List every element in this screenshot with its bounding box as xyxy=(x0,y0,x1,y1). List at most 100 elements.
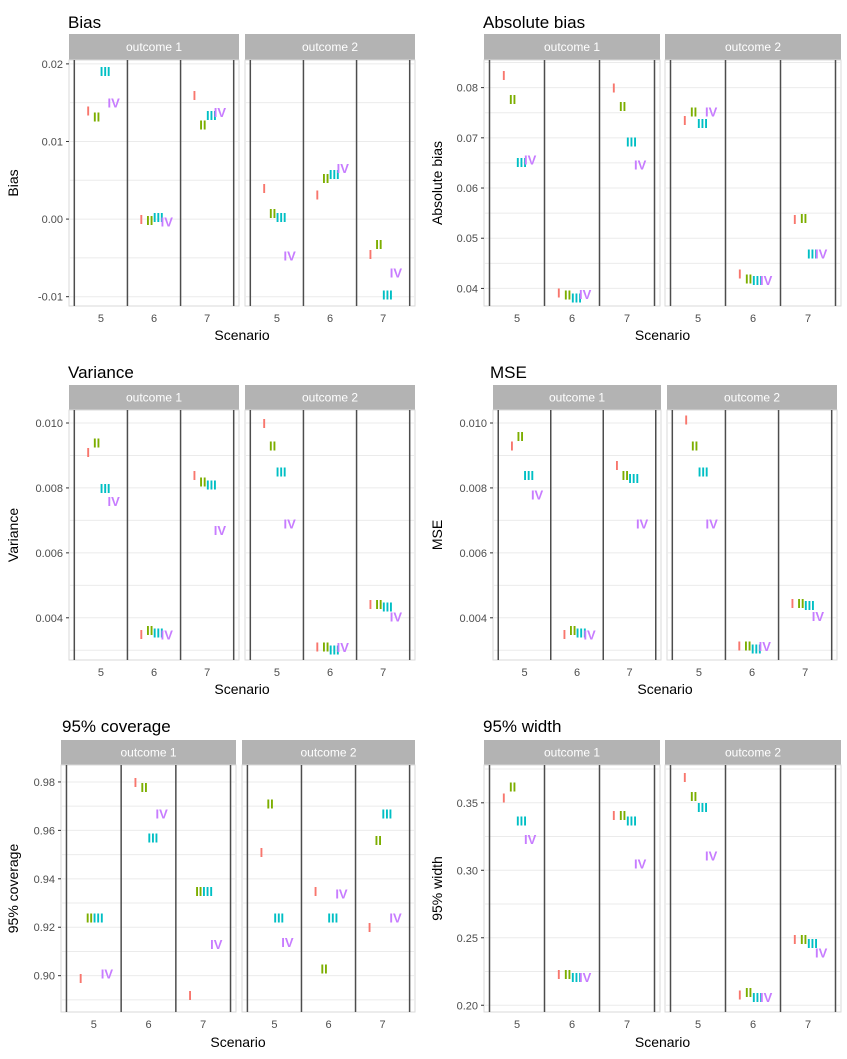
data-point-III: III xyxy=(698,465,709,480)
x-tick-label: 5 xyxy=(274,313,280,325)
data-point-III: III xyxy=(381,806,392,821)
data-point-II: II xyxy=(745,271,752,286)
y-tick-label: 0.05 xyxy=(457,233,478,245)
x-tick-label: 5 xyxy=(98,667,104,679)
x-tick-label: 7 xyxy=(204,667,210,679)
data-point-II: II xyxy=(375,833,382,848)
facet-strip-label: outcome 2 xyxy=(724,391,780,405)
x-tick-label: 7 xyxy=(380,667,386,679)
x-tick-label: 5 xyxy=(274,667,280,679)
data-point-II: II xyxy=(322,171,329,186)
x-tick-label: 6 xyxy=(569,313,575,325)
data-point-III: III xyxy=(206,108,217,123)
data-point-II: II xyxy=(800,211,807,226)
x-tick-label: 7 xyxy=(380,1019,386,1031)
x-axis-title: Scenario xyxy=(214,681,269,697)
facet-strip-label: outcome 1 xyxy=(126,40,182,54)
y-tick-label: 0.96 xyxy=(34,825,55,837)
data-point-III: III xyxy=(752,990,763,1005)
facet-background xyxy=(68,59,240,307)
data-point-I: I xyxy=(139,627,143,642)
data-point-I: I xyxy=(510,439,514,454)
facet-strip-label: outcome 1 xyxy=(544,40,600,54)
data-point-I: I xyxy=(369,597,373,612)
data-point-II: II xyxy=(146,213,153,228)
x-tick-label: 7 xyxy=(624,1019,630,1031)
data-point-III: III xyxy=(276,465,287,480)
facet-strip xyxy=(667,385,837,410)
data-point-IV: IV xyxy=(283,517,296,532)
y-axis-title: 95% coverage xyxy=(5,844,21,934)
data-point-II: II xyxy=(509,780,516,795)
facet-background xyxy=(244,409,416,661)
data-point-I: I xyxy=(262,181,266,196)
x-tick-label: 7 xyxy=(200,1019,206,1031)
facet-background xyxy=(483,764,661,1013)
panel-title: 95% width xyxy=(483,717,561,736)
data-point-I: I xyxy=(738,266,742,281)
x-tick-label: 5 xyxy=(514,313,520,325)
y-axis-title: MSE xyxy=(429,520,445,550)
facet-strip-label: outcome 2 xyxy=(302,391,358,405)
data-point-III: III xyxy=(697,800,708,815)
y-tick-label: 0.20 xyxy=(457,1000,478,1012)
x-tick-label: 5 xyxy=(98,313,104,325)
x-tick-label: 7 xyxy=(802,667,808,679)
data-point-IV: IV xyxy=(531,487,544,502)
data-point-III: III xyxy=(202,884,213,899)
data-point-II: II xyxy=(146,623,153,638)
data-point-II: II xyxy=(517,429,524,444)
data-point-I: I xyxy=(369,247,373,262)
x-tick-label: 7 xyxy=(624,313,630,325)
data-point-IV: IV xyxy=(389,911,402,926)
y-axis-title: 95% width xyxy=(429,856,445,921)
data-point-IV: IV xyxy=(812,609,825,624)
facet-strip-label: outcome 1 xyxy=(126,391,182,405)
x-tick-label: 6 xyxy=(327,313,333,325)
data-point-I: I xyxy=(260,845,264,860)
data-point-II: II xyxy=(690,789,697,804)
data-point-IV: IV xyxy=(634,857,647,872)
panel-title: MSE xyxy=(490,363,527,382)
x-tick-label: 6 xyxy=(325,1019,331,1031)
facet-strip-label: outcome 2 xyxy=(302,40,358,54)
x-axis-title: Scenario xyxy=(214,327,269,343)
data-point-IV: IV xyxy=(634,157,647,172)
y-tick-label: 0.06 xyxy=(457,183,478,195)
data-point-II: II xyxy=(195,884,202,899)
data-point-III: III xyxy=(153,625,164,640)
data-point-IV: IV xyxy=(283,249,296,264)
data-point-IV: IV xyxy=(583,628,596,643)
data-point-I: I xyxy=(134,775,138,790)
facet-strip xyxy=(484,740,660,765)
facet-background xyxy=(664,59,842,307)
data-point-II: II xyxy=(745,985,752,1000)
data-point-III: III xyxy=(516,813,527,828)
data-point-IV: IV xyxy=(524,832,537,847)
y-tick-label: 0.08 xyxy=(457,83,478,95)
facet-strip xyxy=(242,740,415,765)
panel-title: 95% coverage xyxy=(62,717,171,736)
x-tick-label: 5 xyxy=(696,667,702,679)
data-point-III: III xyxy=(751,642,762,657)
x-tick-label: 6 xyxy=(574,667,580,679)
data-point-I: I xyxy=(315,639,319,654)
x-tick-label: 6 xyxy=(151,667,157,679)
data-point-III: III xyxy=(571,970,582,985)
y-tick-label: 0.94 xyxy=(34,874,55,886)
facet-strip-label: outcome 1 xyxy=(120,746,176,760)
y-tick-label: 0.004 xyxy=(459,613,487,625)
y-axis-title: Absolute bias xyxy=(429,141,445,225)
facet-background xyxy=(244,59,416,307)
data-point-IV: IV xyxy=(161,628,174,643)
y-tick-label: 0.35 xyxy=(457,798,478,810)
data-point-III: III xyxy=(626,134,637,149)
data-point-IV: IV xyxy=(337,161,350,176)
data-point-II: II xyxy=(622,468,629,483)
data-point-III: III xyxy=(626,813,637,828)
data-point-III: III xyxy=(206,478,217,493)
panel-title: Bias xyxy=(68,13,101,32)
